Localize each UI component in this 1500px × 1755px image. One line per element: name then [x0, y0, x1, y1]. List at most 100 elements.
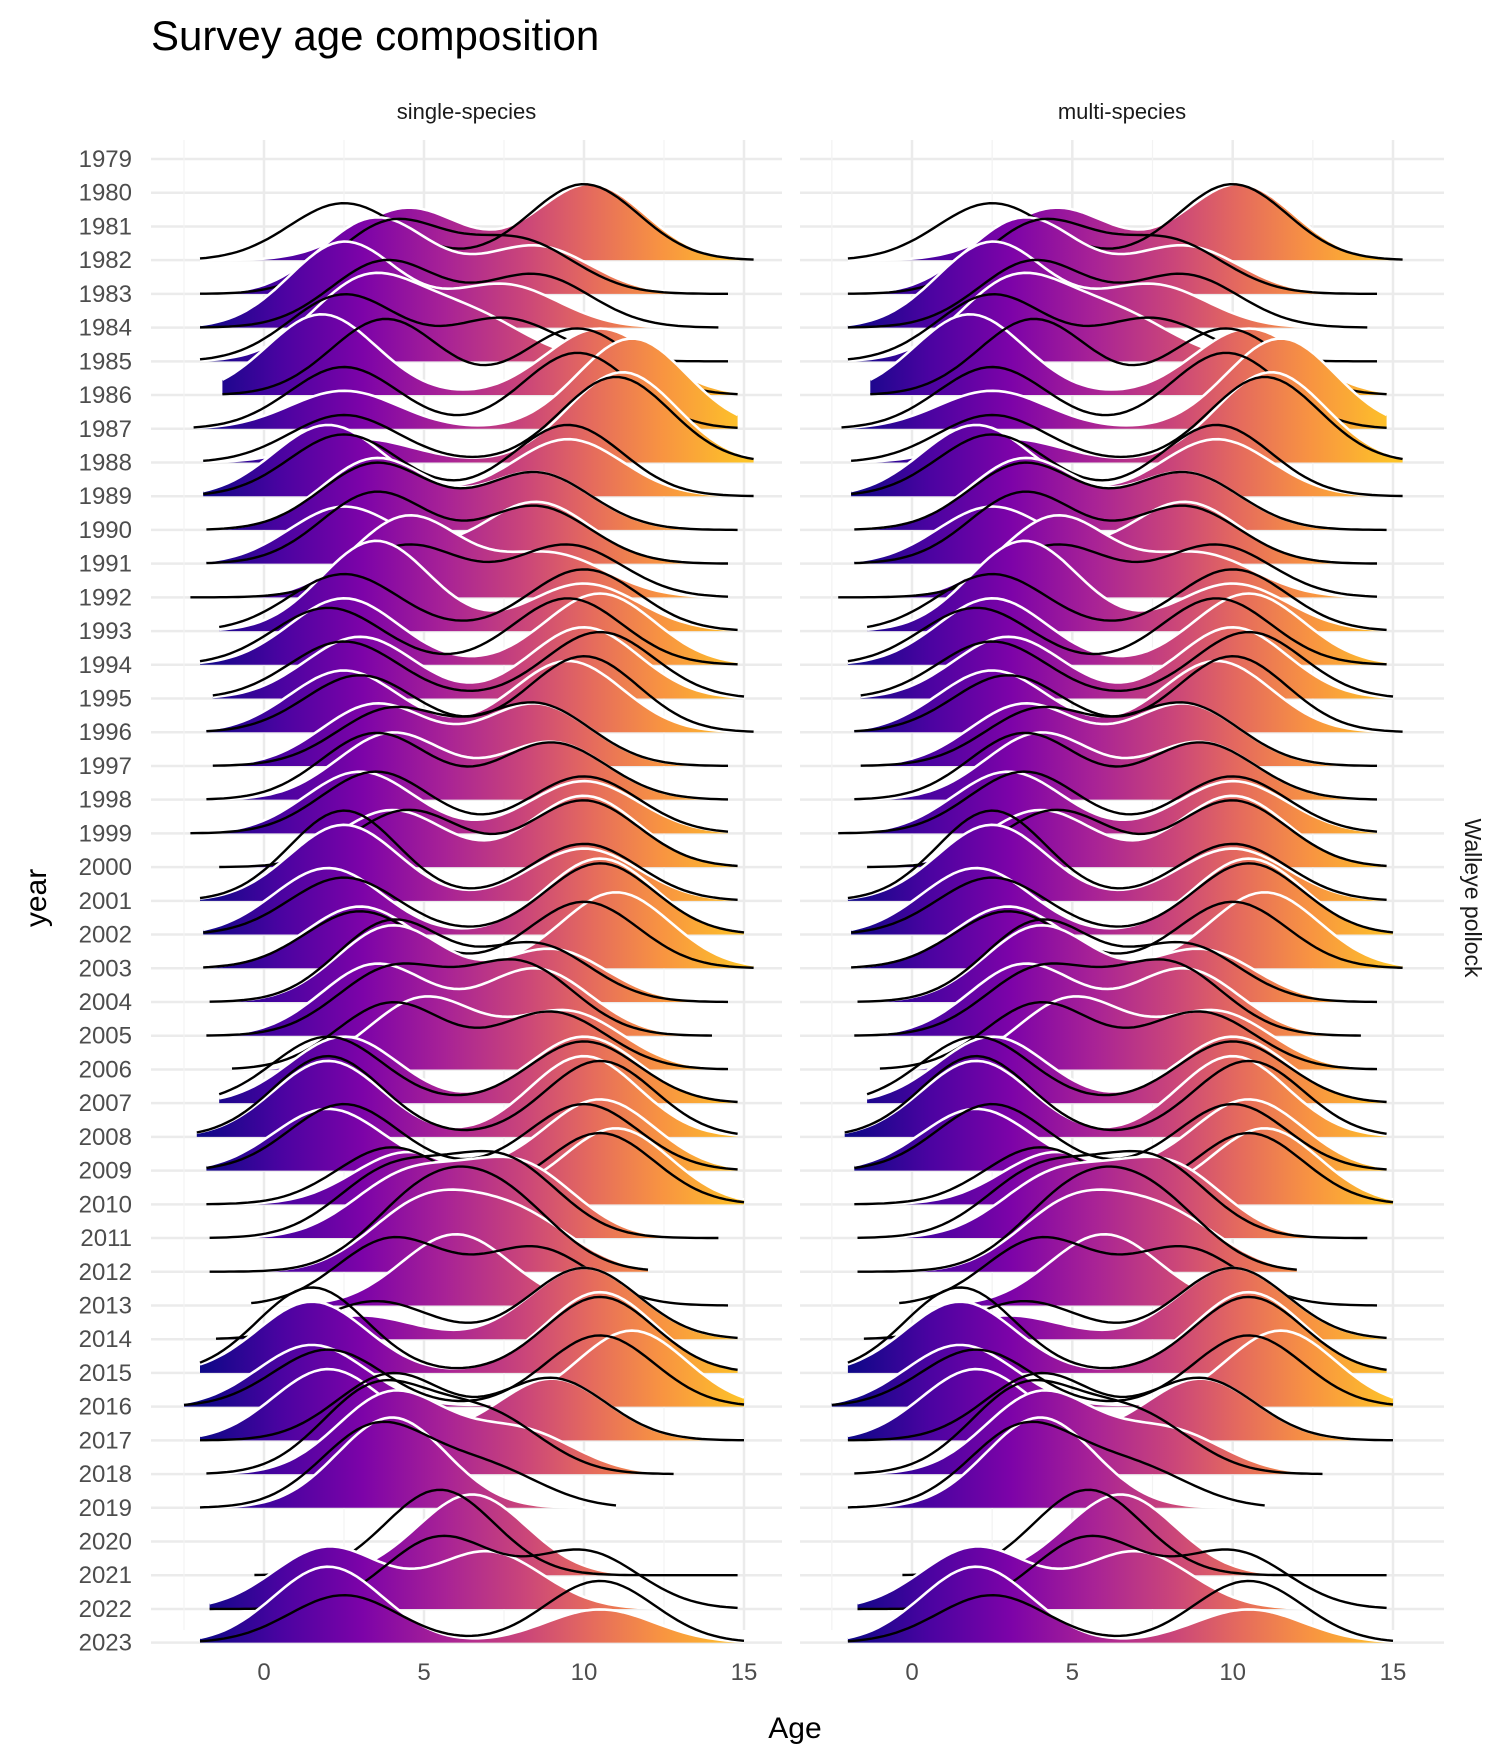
observed-line-2018	[206, 1389, 674, 1476]
predicted-line-1993	[218, 568, 738, 632]
predicted-line-1999	[190, 770, 729, 835]
ridge-2012	[857, 1165, 1298, 1273]
facet-strip-walleye-pollock: Walleye pollock	[1460, 819, 1486, 978]
predicted-line-1982	[199, 182, 754, 261]
observed-line-2019	[847, 1416, 1265, 1510]
predicted-line-2007	[866, 1035, 1387, 1104]
predicted-line-2002	[203, 862, 745, 934]
observed-line-1983	[199, 215, 729, 296]
x-tick-label-0: 0	[257, 1659, 270, 1686]
predicted-line-1982	[847, 182, 1403, 261]
x-tick-label-15: 15	[1380, 1659, 1407, 1686]
observed-line-1992	[838, 513, 1378, 599]
chart-title: Survey age composition	[151, 12, 599, 59]
predicted-line-1990	[854, 461, 1387, 532]
x-tick-label-5: 5	[417, 1659, 430, 1686]
predicted-line-1988	[203, 375, 754, 462]
x-axis-label: Age	[768, 1712, 821, 1745]
y-tick-label-1995: 1995	[79, 686, 132, 713]
y-tick-label-2010: 2010	[79, 1191, 132, 1218]
y-tick-label-2003: 2003	[79, 955, 132, 982]
x-tick-label-5: 5	[1066, 1659, 1079, 1686]
predicted-line-2011	[209, 1149, 719, 1240]
observed-line-2011	[209, 1155, 719, 1240]
y-tick-label-2022: 2022	[79, 1596, 132, 1623]
panel-single-species: single-species 0 5 10 15	[151, 99, 782, 1686]
ridge-2012	[209, 1165, 649, 1273]
y-tick-label-1984: 1984	[79, 315, 132, 342]
observed-fill-2010	[854, 1128, 1393, 1205]
observed-line-1993	[866, 539, 1387, 632]
predicted-line-2002	[850, 862, 1394, 934]
y-tick-label-2017: 2017	[79, 1427, 132, 1454]
observed-line-1995	[860, 625, 1394, 699]
predicted-line-2011	[857, 1149, 1368, 1240]
y-tick-label-2014: 2014	[79, 1326, 132, 1353]
observed-fill-2021	[902, 1494, 1387, 1576]
observed-line-1989	[850, 423, 1403, 498]
observed-line-2016	[831, 1329, 1394, 1407]
predicted-line-2013	[251, 1235, 729, 1307]
observed-line-1994	[199, 592, 738, 665]
y-axis-label: year	[20, 869, 53, 927]
panels-layer: single-species 0 5 10 15 multi-species 0 5 10 15	[151, 99, 1444, 1686]
observed-line-2001	[199, 823, 738, 902]
y-tick-label-2002: 2002	[79, 922, 132, 949]
observed-fill-2023	[200, 1566, 744, 1643]
y-tick-label-1992: 1992	[79, 584, 132, 611]
y-tick-label-1979: 1979	[79, 146, 132, 173]
observed-line-2016	[183, 1329, 745, 1407]
y-tick-label-1983: 1983	[79, 281, 132, 308]
predicted-line-1994	[199, 597, 738, 666]
predicted-line-2019	[199, 1420, 617, 1509]
y-tick-label-2020: 2020	[79, 1529, 132, 1556]
observed-line-1992	[190, 513, 729, 599]
ridge-2019	[847, 1416, 1265, 1510]
predicted-line-2008	[196, 1054, 738, 1135]
predicted-line-1989	[850, 423, 1403, 498]
y-tick-label-2004: 2004	[79, 989, 132, 1016]
observed-fill-2021	[254, 1494, 738, 1576]
observed-fill-2010	[206, 1128, 744, 1205]
observed-line-1984	[199, 240, 719, 329]
predicted-line-2018	[854, 1378, 1323, 1476]
observed-line-2018	[854, 1389, 1323, 1476]
y-tick-label-1996: 1996	[79, 719, 132, 746]
ridge-1997	[860, 701, 1377, 768]
predicted-line-2023	[847, 1579, 1394, 1643]
predicted-line-1997	[860, 701, 1377, 767]
ridges-multi-species	[831, 182, 1403, 1643]
observed-line-1987	[193, 337, 739, 430]
observed-fill-1988	[203, 372, 754, 463]
predicted-line-1998	[854, 731, 1378, 801]
observed-fill-1988	[851, 372, 1403, 463]
predicted-line-2016	[831, 1334, 1394, 1407]
observed-fill-2019	[200, 1417, 616, 1508]
predicted-line-2005	[206, 958, 713, 1037]
observed-line-1994	[847, 592, 1387, 665]
observed-fill-2013	[899, 1234, 1377, 1306]
observed-fill-2013	[251, 1234, 728, 1306]
predicted-line-1991	[854, 490, 1377, 565]
y-tick-label-1994: 1994	[79, 652, 132, 679]
observed-line-1999	[190, 770, 729, 835]
observed-line-2023	[847, 1565, 1394, 1643]
facet-strip-multi-species: multi-species	[1058, 99, 1186, 124]
observed-line-2022	[857, 1545, 1387, 1611]
ridge-1982	[847, 182, 1403, 262]
ridge-1991	[854, 490, 1377, 565]
predicted-line-1990	[206, 461, 738, 532]
predicted-line-1995	[860, 630, 1394, 698]
observed-fill-1997	[860, 703, 1377, 766]
y-tick-label-1990: 1990	[79, 517, 132, 544]
predicted-line-2013	[899, 1235, 1378, 1307]
predicted-line-1997	[212, 701, 728, 767]
observed-line-1984	[847, 240, 1368, 329]
y-tick-label-2005: 2005	[79, 1023, 132, 1050]
predicted-line-2004	[857, 918, 1378, 1004]
y-tick-label-1987: 1987	[79, 416, 132, 443]
predicted-line-2005	[854, 958, 1361, 1037]
predicted-line-2018	[206, 1378, 674, 1476]
